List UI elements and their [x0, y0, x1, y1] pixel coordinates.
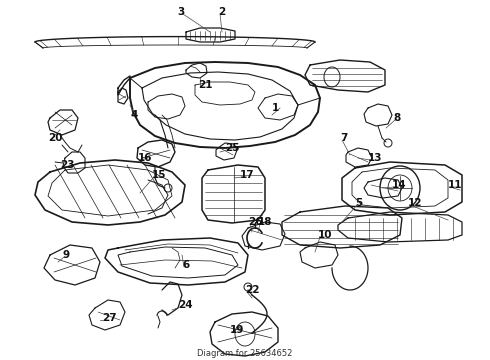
Text: 27: 27 [102, 313, 117, 323]
Text: Diagram for 25634652: Diagram for 25634652 [197, 348, 293, 357]
Text: 18: 18 [258, 217, 272, 227]
Text: 6: 6 [182, 260, 189, 270]
Text: 15: 15 [152, 170, 167, 180]
Text: 4: 4 [131, 110, 138, 120]
Text: 10: 10 [318, 230, 333, 240]
Text: 3: 3 [178, 7, 185, 17]
Text: 26: 26 [248, 217, 263, 227]
Text: 24: 24 [178, 300, 193, 310]
Text: 8: 8 [393, 113, 400, 123]
Text: 21: 21 [198, 80, 213, 90]
Text: 2: 2 [218, 7, 225, 17]
Text: 9: 9 [62, 250, 69, 260]
Text: 5: 5 [355, 198, 362, 208]
Text: 23: 23 [60, 160, 74, 170]
Text: 1: 1 [272, 103, 279, 113]
Text: 7: 7 [340, 133, 347, 143]
Text: 17: 17 [240, 170, 255, 180]
Text: 13: 13 [368, 153, 383, 163]
Text: 19: 19 [230, 325, 245, 335]
Text: 22: 22 [245, 285, 260, 295]
Text: 25: 25 [225, 143, 240, 153]
Text: 16: 16 [138, 153, 152, 163]
Text: 11: 11 [448, 180, 463, 190]
Text: 12: 12 [408, 198, 422, 208]
Text: 20: 20 [48, 133, 63, 143]
Text: 14: 14 [392, 180, 407, 190]
